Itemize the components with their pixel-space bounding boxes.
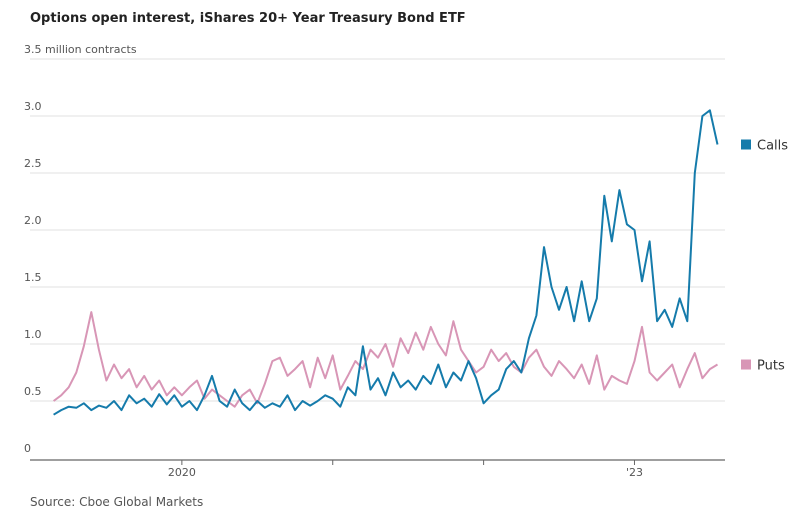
series-line <box>53 311 719 408</box>
legend-label: Puts <box>757 359 785 374</box>
y-tick-label: 1.5 <box>24 271 42 284</box>
y-tick-label: 2.0 <box>24 214 42 227</box>
x-tick-label: 2020 <box>168 466 196 479</box>
legend-label: Calls <box>757 139 788 154</box>
y-tick-label: 3.5 million contracts <box>24 43 137 56</box>
y-tick-label: 0 <box>24 442 31 455</box>
x-tick-label: '23 <box>626 466 643 479</box>
y-tick-label: 0.5 <box>24 385 42 398</box>
y-tick-label: 1.0 <box>24 328 42 341</box>
series-line <box>53 109 719 416</box>
chart-title: Options open interest, iShares 20+ Year … <box>30 11 466 26</box>
y-tick-label: 2.5 <box>24 157 42 170</box>
legend-swatch <box>741 359 751 370</box>
source: Source: Cboe Global Markets <box>30 495 203 509</box>
legend-swatch <box>741 139 751 150</box>
y-tick-label: 3.0 <box>24 100 42 113</box>
